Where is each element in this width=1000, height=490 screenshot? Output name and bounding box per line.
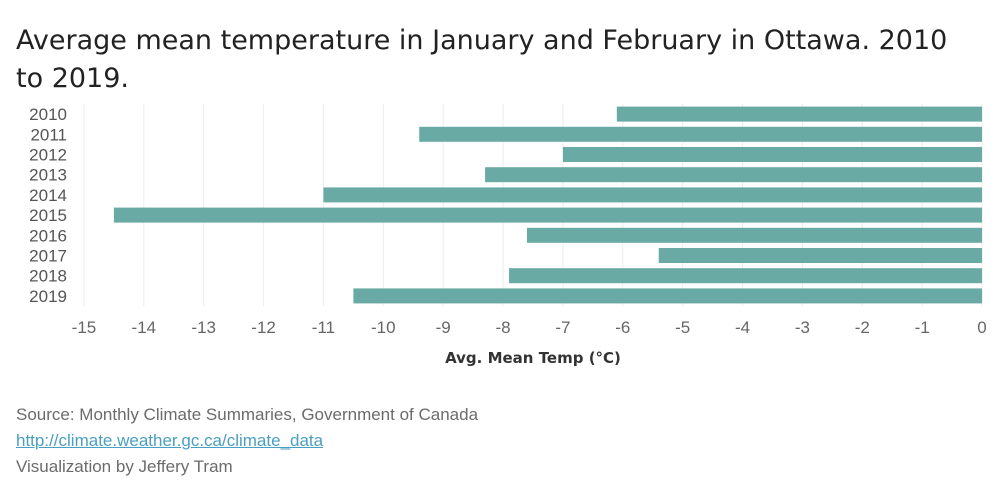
category-label: 2016 xyxy=(29,226,67,245)
x-tick-label: -9 xyxy=(436,318,451,337)
x-tick-label: -6 xyxy=(615,318,630,337)
bar xyxy=(658,248,983,263)
bar xyxy=(527,227,983,243)
category-label: 2018 xyxy=(29,267,67,286)
category-label: 2011 xyxy=(30,125,67,144)
bar xyxy=(353,288,983,304)
bar xyxy=(419,126,983,142)
category-label: 2010 xyxy=(29,105,67,124)
bar xyxy=(616,106,983,122)
x-tick-label: -5 xyxy=(675,318,690,337)
footer: Source: Monthly Climate Summaries, Gover… xyxy=(16,402,478,480)
x-tick-label: -15 xyxy=(72,318,97,337)
bar xyxy=(323,187,983,203)
x-tick-label: -13 xyxy=(191,318,216,337)
x-tick-label: -4 xyxy=(735,318,750,337)
x-tick-label: -14 xyxy=(132,318,157,337)
credit-text: Visualization by Jeffery Tram xyxy=(16,457,233,476)
x-tick-label: -11 xyxy=(312,318,335,337)
category-label: 2017 xyxy=(29,247,67,266)
bar xyxy=(113,207,983,223)
x-tick-label: -2 xyxy=(855,318,870,337)
bar xyxy=(562,147,983,162)
category-label: 2013 xyxy=(29,166,67,185)
x-tick-label: -1 xyxy=(915,318,930,337)
x-tick-label: -3 xyxy=(795,318,810,337)
category-label: 2019 xyxy=(29,287,67,306)
x-axis-label: Avg. Mean Temp (°C) xyxy=(445,349,621,367)
x-tick-label: -7 xyxy=(555,318,570,337)
bar xyxy=(509,268,983,284)
x-tick-label: -8 xyxy=(495,318,510,337)
x-tick-label: 0 xyxy=(977,318,986,337)
x-tick-label: -12 xyxy=(251,318,276,337)
bar xyxy=(485,167,983,183)
category-label: 2012 xyxy=(29,146,67,165)
x-tick-label: -10 xyxy=(371,318,396,337)
category-label: 2014 xyxy=(29,186,67,205)
chart-title: Average mean temperature in January and … xyxy=(16,25,948,94)
bars xyxy=(113,106,983,304)
x-tick-labels: -15 -14 -13 -12 -11 -10 -9 -8 -7 -6 -5 -4 -3 -2 -1 0 xyxy=(72,318,987,337)
source-link[interactable]: http://climate.weather.gc.ca/climate_dat… xyxy=(16,431,324,450)
source-text: Source: Monthly Climate Summaries, Gover… xyxy=(16,405,479,424)
category-label: 2015 xyxy=(29,206,67,225)
